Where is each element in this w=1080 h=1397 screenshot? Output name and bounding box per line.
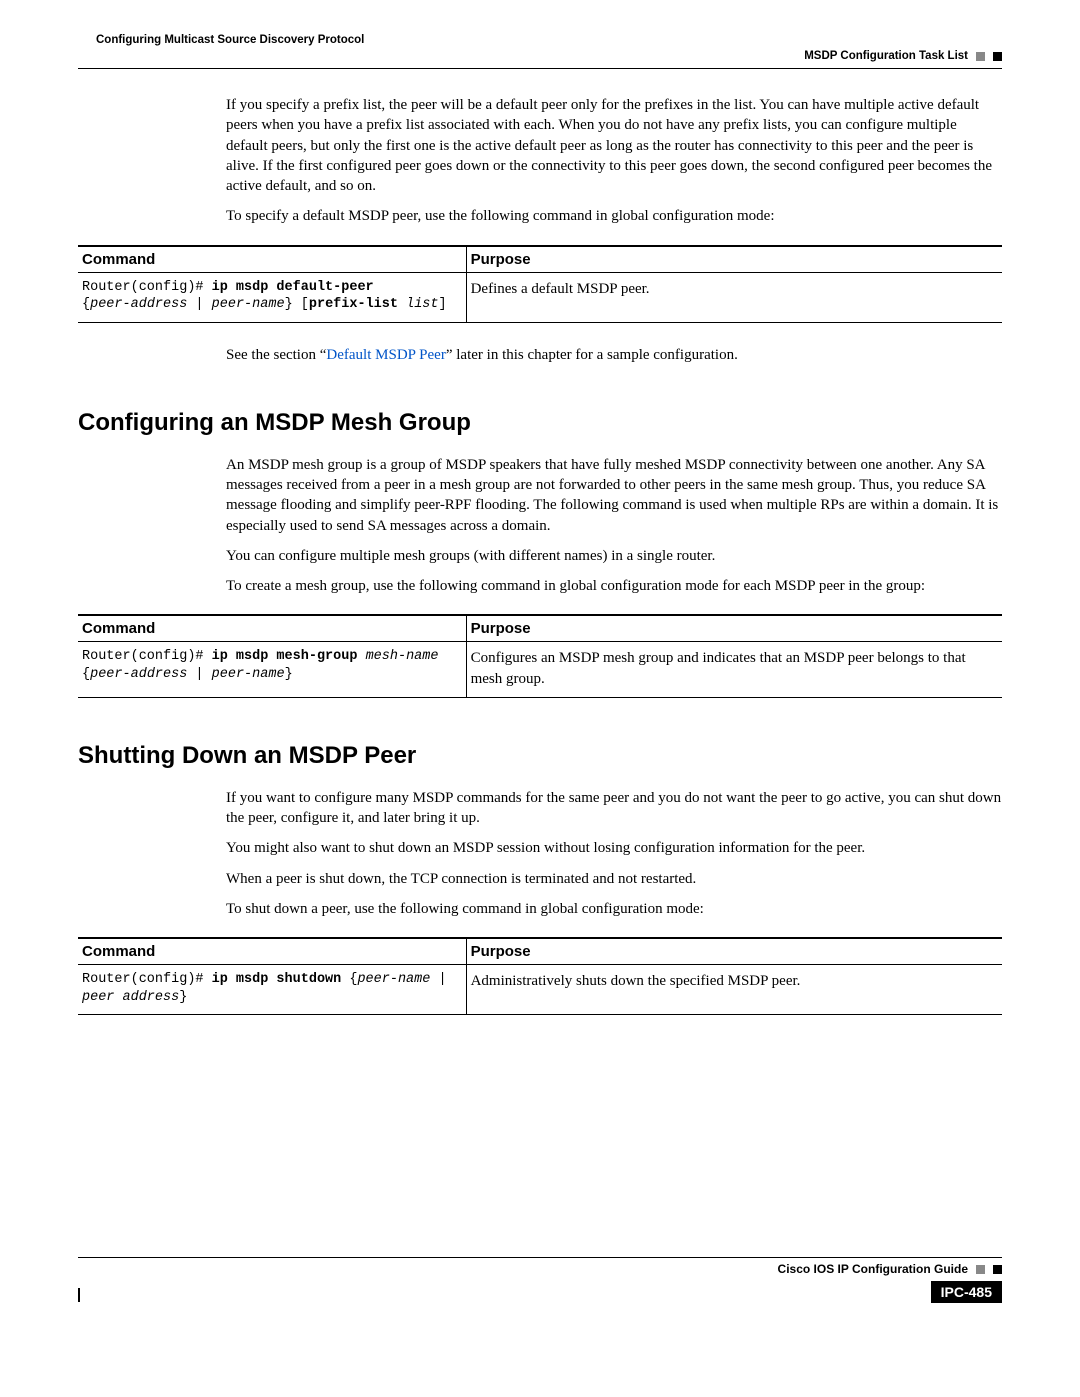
command-syntax: Router(config)# ip msdp default-peer{pee…	[82, 279, 460, 314]
shutdown-paragraph-3: When a peer is shut down, the TCP connec…	[226, 869, 1002, 889]
footer-marker-grey-icon	[976, 1265, 985, 1274]
shutdown-paragraph-1: If you want to configure many MSDP comma…	[226, 788, 1002, 829]
mesh-group-heading: Configuring an MSDP Mesh Group	[78, 409, 1002, 437]
see-section-block: See the section Default MSDP Peer later …	[226, 345, 1002, 365]
cmd-prompt: Router(config)#	[82, 649, 212, 664]
table-header-command: Command	[78, 615, 466, 642]
cmd-arg: mesh-name	[366, 649, 439, 664]
cmd-space	[357, 649, 365, 664]
intro-paragraph-2: To specify a default MSDP peer, use the …	[226, 206, 1002, 226]
table-row: Router(config)# ip msdp default-peer{pee…	[78, 272, 1002, 322]
footer-guide-title: Cisco IOS IP Configuration Guide	[778, 1262, 968, 1276]
table-header-command: Command	[78, 246, 466, 273]
page-footer: Cisco IOS IP Configuration Guide	[78, 1257, 1002, 1276]
footer-left-bar-icon	[78, 1288, 80, 1302]
footer-guide-row: Cisco IOS IP Configuration Guide	[78, 1262, 1002, 1276]
default-peer-command-table: Command Purpose Router(config)# ip msdp …	[78, 245, 1002, 323]
cmd-arg: list	[406, 297, 438, 312]
shutdown-body: If you want to configure many MSDP comma…	[226, 788, 1002, 919]
cmd-prompt: Router(config)#	[82, 280, 212, 295]
intro-paragraph-1: If you specify a prefix list, the peer w…	[226, 95, 1002, 196]
cmd-brace: {	[82, 297, 90, 312]
cmd-keyword: prefix-list	[309, 297, 398, 312]
table-header-purpose: Purpose	[466, 938, 1002, 965]
header-section-title: MSDP Configuration Task List	[804, 50, 968, 62]
cmd-keyword: ip msdp default-peer	[212, 280, 374, 295]
table-row: Router(config)# ip msdp shutdown {peer-n…	[78, 965, 1002, 1015]
table-row: Router(config)# ip msdp mesh-group mesh-…	[78, 642, 1002, 698]
header-marker-grey-icon	[976, 52, 985, 61]
mesh-paragraph-1: An MSDP mesh group is a group of MSDP sp…	[226, 455, 1002, 536]
command-purpose: Administratively shuts down the specifie…	[466, 965, 1002, 1015]
command-syntax: Router(config)# ip msdp mesh-group mesh-…	[82, 648, 460, 683]
cmd-brace: }	[285, 667, 293, 682]
intro-block: If you specify a prefix list, the peer w…	[226, 95, 1002, 227]
table-header-command: Command	[78, 938, 466, 965]
shutdown-command-table: Command Purpose Router(config)# ip msdp …	[78, 937, 1002, 1015]
page-header: Configuring Multicast Source Discovery P…	[78, 34, 1002, 69]
default-msdp-peer-link[interactable]: Default MSDP Peer	[326, 347, 445, 363]
cmd-arg: peer-name	[212, 297, 285, 312]
cmd-pipe: |	[187, 297, 211, 312]
header-marker-black-icon	[993, 52, 1002, 61]
cmd-bracket: } [	[285, 297, 309, 312]
cmd-keyword: ip msdp shutdown	[212, 972, 342, 987]
page-number: IPC-485	[931, 1281, 1002, 1303]
table-header-purpose: Purpose	[466, 615, 1002, 642]
page-number-wrap: IPC-485	[931, 1284, 1002, 1302]
cmd-keyword: ip msdp mesh-group	[212, 649, 358, 664]
command-purpose: Configures an MSDP mesh group and indica…	[466, 642, 1002, 698]
cmd-pipe: |	[187, 667, 211, 682]
shutdown-paragraph-4: To shut down a peer, use the following c…	[226, 899, 1002, 919]
cmd-brace: {	[341, 972, 357, 987]
mesh-group-command-table: Command Purpose Router(config)# ip msdp …	[78, 614, 1002, 698]
see-section-paragraph: See the section Default MSDP Peer later …	[226, 345, 1002, 365]
shutdown-paragraph-2: You might also want to shut down an MSDP…	[226, 838, 1002, 858]
cmd-arg: peer-address	[90, 297, 187, 312]
mesh-paragraph-3: To create a mesh group, use the followin…	[226, 576, 1002, 596]
header-chapter-title: Configuring Multicast Source Discovery P…	[96, 34, 364, 46]
cmd-brace: }	[179, 990, 187, 1005]
see-pre-text: See the section	[226, 347, 320, 363]
cmd-arg: peer-name	[212, 667, 285, 682]
footer-marker-black-icon	[993, 1265, 1002, 1274]
cmd-prompt: Router(config)#	[82, 972, 212, 987]
header-right-group: MSDP Configuration Task List	[804, 50, 1002, 62]
cmd-arg: peer-address	[90, 667, 187, 682]
command-syntax: Router(config)# ip msdp shutdown {peer-n…	[82, 971, 460, 1006]
cmd-bracket: ]	[439, 297, 447, 312]
mesh-paragraph-2: You can configure multiple mesh groups (…	[226, 546, 1002, 566]
cmd-arg: peer address	[82, 990, 179, 1005]
mesh-group-body: An MSDP mesh group is a group of MSDP sp…	[226, 455, 1002, 597]
table-header-purpose: Purpose	[466, 246, 1002, 273]
see-post-text: later in this chapter for a sample confi…	[453, 347, 738, 363]
cmd-arg: peer-name	[357, 972, 430, 987]
command-purpose: Defines a default MSDP peer.	[466, 272, 1002, 322]
cmd-brace: {	[82, 667, 90, 682]
cmd-space	[398, 297, 406, 312]
shutdown-heading: Shutting Down an MSDP Peer	[78, 742, 1002, 770]
cmd-pipe: |	[430, 972, 454, 987]
